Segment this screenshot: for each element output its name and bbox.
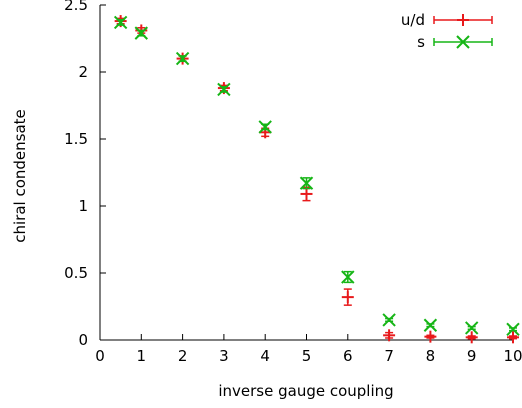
point-s-marker-d2 <box>299 176 314 190</box>
point-s <box>134 26 149 40</box>
point-s-marker-d2 <box>258 120 272 134</box>
y-tick-label: 0 <box>78 331 88 349</box>
x-axis-label: inverse gauge coupling <box>218 382 393 400</box>
legend-sample-s <box>433 35 493 49</box>
y-tick-label: 0.5 <box>64 264 88 282</box>
point-ud <box>424 330 437 343</box>
point-s-marker-d2 <box>506 322 520 336</box>
plot-frame <box>99 5 513 341</box>
point-s-marker-d2 <box>382 313 396 327</box>
point-s <box>382 313 396 327</box>
point-ud <box>465 331 478 344</box>
point-s <box>175 51 190 66</box>
x-tick-label: 2 <box>178 347 188 365</box>
x-tick-label: 5 <box>302 347 312 365</box>
x-tick-label: 8 <box>426 347 436 365</box>
point-s-marker-d2 <box>113 15 128 30</box>
point-ud <box>383 329 396 342</box>
point-s <box>299 176 314 190</box>
x-tick-label: 10 <box>503 347 522 365</box>
x-tick-label: 6 <box>343 347 353 365</box>
y-tick-label: 1.5 <box>64 130 88 148</box>
point-s <box>464 321 479 335</box>
y-tick-label: 2.5 <box>64 0 88 14</box>
point-s <box>423 318 438 332</box>
y-tick-label: 1 <box>78 197 88 215</box>
point-s <box>341 270 355 284</box>
legend-sample-ud <box>433 14 493 26</box>
x-tick-label: 7 <box>384 347 394 365</box>
y-axis-label: chiral condensate <box>11 109 29 243</box>
legend-label-ud: u/d <box>401 11 425 29</box>
x-tick-label: 0 <box>95 347 105 365</box>
legend: u/d s <box>401 11 493 51</box>
x-tick-label: 3 <box>219 347 229 365</box>
point-s-marker-d2 <box>464 321 479 335</box>
point-s <box>258 120 272 134</box>
point-ud <box>507 331 519 344</box>
point-s-marker-d2 <box>175 51 190 66</box>
y-tick-label: 2 <box>78 63 88 81</box>
legend-label-s: s <box>417 33 425 51</box>
legend-marker-d2 <box>456 35 470 49</box>
point-s-marker-d2 <box>217 82 231 97</box>
x-tick-label: 1 <box>137 347 147 365</box>
x-tick-label: 9 <box>467 347 477 365</box>
point-s <box>217 82 231 97</box>
point-s <box>113 15 128 30</box>
data-points <box>113 15 520 344</box>
point-s-marker-d2 <box>423 318 438 332</box>
x-tick-label: 4 <box>260 347 270 365</box>
point-ud <box>341 288 354 306</box>
point-s-marker-d2 <box>134 26 149 40</box>
point-s <box>506 322 520 336</box>
axis-ticks: 0 1 2 3 4 5 6 7 8 9 10 0 0.5 1 1.5 2 2.5 <box>64 0 522 365</box>
point-s-marker-d2 <box>341 270 355 284</box>
